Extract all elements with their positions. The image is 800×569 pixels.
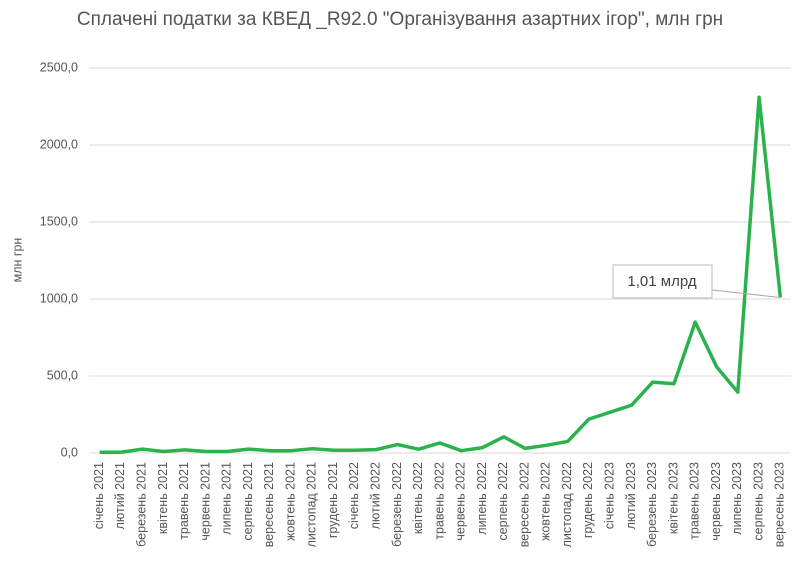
x-tick-label: травень 2021 — [177, 462, 191, 540]
y-tick-label: 1000,0 — [40, 291, 78, 305]
x-tick-label: березень 2021 — [134, 462, 148, 547]
x-tick-label: грудень 2022 — [581, 462, 595, 538]
y-tick-label: 2000,0 — [40, 137, 78, 151]
x-tick-label: вересень 2021 — [262, 462, 276, 547]
x-tick-label: листопад 2022 — [560, 462, 574, 547]
x-tick-label: лютий 2021 — [113, 462, 127, 529]
x-tick-label: жовтень 2022 — [539, 462, 553, 541]
x-tick-label: серпень 2022 — [496, 462, 510, 541]
annotation-box — [612, 264, 713, 299]
x-tick-label: червень 2023 — [709, 462, 723, 541]
x-tick-label: квітень 2022 — [411, 462, 425, 534]
data-line — [99, 95, 783, 454]
annotation: 1,01 млрд — [627, 273, 696, 290]
x-tick-label: вересень 2023 — [773, 462, 787, 547]
x-tick-label: січень 2021 — [92, 462, 106, 529]
x-tick-label: липень 2022 — [475, 462, 489, 535]
x-tick-label: березень 2022 — [390, 462, 404, 547]
x-tick-label: липень 2023 — [730, 462, 744, 535]
x-tick-label: червень 2021 — [198, 462, 212, 541]
y-axis-label: млн грн — [10, 238, 24, 283]
annotation-leader — [711, 289, 781, 298]
x-tick-label: липень 2021 — [220, 462, 234, 535]
x-tick-label: квітень 2023 — [666, 462, 680, 534]
x-tick-label: лютий 2023 — [624, 462, 638, 529]
y-tick-label: 0,0 — [61, 445, 78, 459]
x-tick-label: січень 2022 — [347, 462, 361, 529]
y-tick-label: 2500,0 — [40, 60, 78, 74]
x-tick-label: листопад 2021 — [305, 462, 319, 547]
x-tick-label: лютий 2022 — [368, 462, 382, 529]
x-tick-label: червень 2022 — [454, 462, 468, 541]
x-tick-label: жовтень 2021 — [283, 462, 297, 541]
x-tick-label: серпень 2023 — [751, 462, 765, 541]
x-tick-label: квітень 2021 — [156, 462, 170, 534]
x-tick-label: серпень 2021 — [241, 462, 255, 541]
y-tick-label: 1500,0 — [40, 214, 78, 228]
y-tick-label: 500,0 — [47, 368, 78, 382]
x-tick-label: травень 2023 — [688, 462, 702, 540]
x-tick-label: грудень 2021 — [326, 462, 340, 538]
x-tick-label: травень 2022 — [432, 462, 446, 540]
x-tick-label: січень 2023 — [602, 462, 616, 529]
x-tick-label: вересень 2022 — [517, 462, 531, 547]
chart-title: Сплачені податки за КВЕД _R92.0 "Організ… — [76, 9, 724, 30]
x-tick-label: березень 2023 — [645, 462, 659, 547]
